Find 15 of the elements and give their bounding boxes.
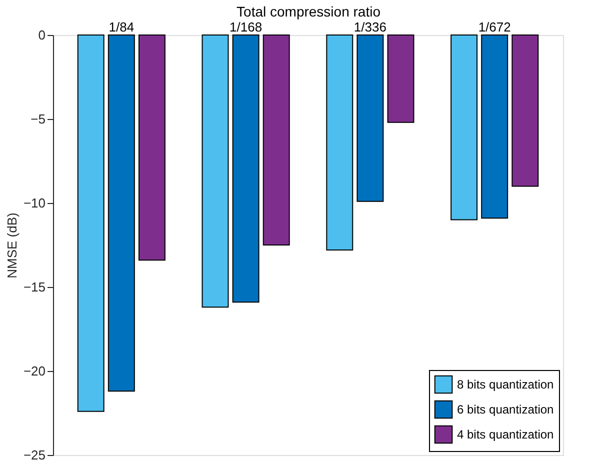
x-tick-label: 1/168 (230, 20, 262, 34)
y-tick-label: −15 (23, 280, 46, 294)
y-tick-label: 0 (38, 28, 46, 42)
x-axis-title: Total compression ratio (236, 4, 381, 20)
legend-label: 4 bits quantization (457, 428, 554, 442)
legend-label: 8 bits quantization (457, 378, 554, 392)
y-tick-label: −20 (23, 364, 46, 378)
x-tick-label: 1/84 (108, 20, 134, 34)
x-tick-label: 1/672 (478, 20, 511, 34)
legend-label: 6 bits quantization (457, 402, 554, 416)
x-tick-label: 1/336 (354, 20, 386, 34)
y-axis-title: NMSE (dB) (4, 212, 20, 278)
y-tick-label: −5 (30, 112, 46, 126)
y-tick-label: −10 (23, 196, 46, 210)
y-tick-label: −25 (23, 448, 46, 462)
